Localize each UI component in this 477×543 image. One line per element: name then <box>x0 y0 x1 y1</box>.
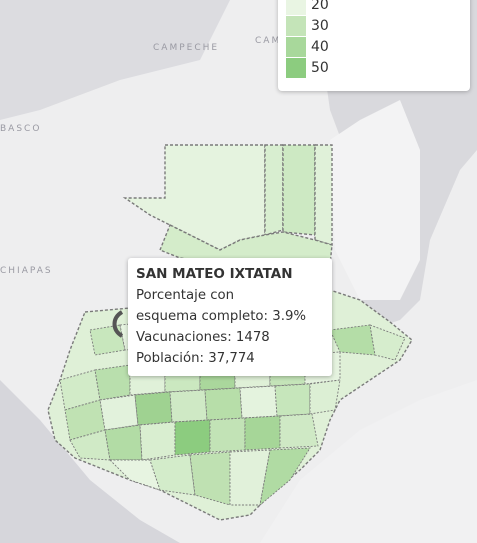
legend-row: 50 <box>286 58 329 78</box>
legend-swatch <box>286 0 306 15</box>
peten-far-east[interactable] <box>314 144 333 246</box>
peten-east[interactable] <box>282 144 316 236</box>
place-label-campeche-partial: CAM <box>255 36 282 46</box>
region-peten <box>122 144 333 269</box>
land-east <box>330 100 420 300</box>
legend-value: 50 <box>311 60 329 76</box>
map-tooltip: SAN MATEO IXTATAN Porcentaje con esquema… <box>128 258 332 376</box>
legend-value: 20 <box>311 0 329 13</box>
legend-value: 30 <box>311 18 329 34</box>
tooltip-line-vaccinations: Vacunaciones: 1478 <box>136 330 270 345</box>
peten-central[interactable] <box>264 144 284 236</box>
ocean-pacific <box>0 380 180 543</box>
highlighted-municipio[interactable] <box>112 310 124 338</box>
legend-row: 20 <box>286 0 329 15</box>
legend-row: 40 <box>286 37 329 57</box>
tooltip-title: SAN MATEO IXTATAN <box>136 266 293 282</box>
legend-row: 30 <box>286 16 329 36</box>
peten-south[interactable] <box>159 224 333 269</box>
legend-swatch <box>286 37 306 57</box>
tooltip-line-population: Población: 37,774 <box>136 351 255 366</box>
place-label-chiapas: CHIAPAS <box>0 266 53 276</box>
land-honduras <box>260 380 477 543</box>
map-legend: 20 30 40 50 <box>278 0 470 91</box>
place-label-tabasco: BASCO <box>0 124 42 134</box>
legend-swatch <box>286 58 306 78</box>
tooltip-line-coverage-label: Porcentaje con <box>136 288 235 303</box>
legend-swatch <box>286 16 306 36</box>
place-label-campeche: CAMPECHE <box>153 43 220 53</box>
legend-value: 40 <box>311 39 329 55</box>
tooltip-line-coverage-value: esquema completo: 3.9% <box>136 309 307 324</box>
gulf-top <box>0 0 230 120</box>
